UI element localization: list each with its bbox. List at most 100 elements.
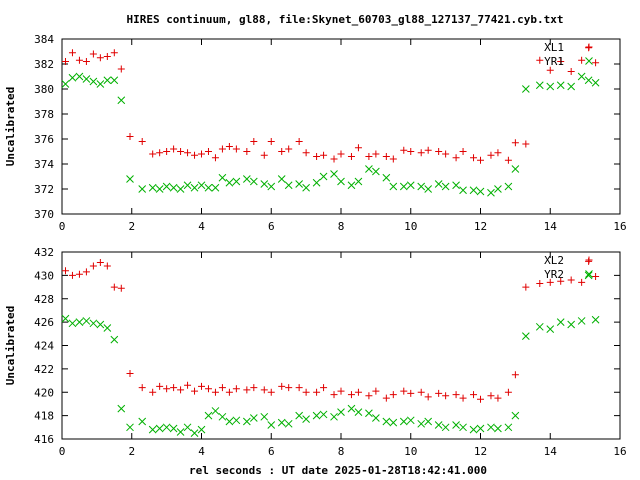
data-point-YR2	[399, 417, 408, 426]
data-point-YR1	[372, 167, 380, 176]
data-point-YR1	[556, 81, 565, 90]
data-point-YR2	[225, 417, 234, 426]
data-point-XL1	[382, 153, 390, 160]
panel-2: 0 2 4 6 8 10 12 14 16 416 418 420 422 424 426 428 430 432…	[4, 246, 627, 458]
data-point-XL2	[302, 388, 310, 396]
data-point-YR1	[183, 181, 192, 190]
data-point-YR1	[546, 82, 555, 91]
data-point-XL1	[218, 145, 226, 153]
data-point-XL2	[184, 381, 192, 389]
x-tick-label: 0	[59, 445, 66, 458]
data-point-XL2	[442, 392, 450, 400]
data-point-YR1	[441, 182, 450, 191]
data-point-YR1	[302, 183, 310, 192]
data-point-YR2	[117, 404, 126, 413]
legend-label-XL1: XL1	[544, 41, 564, 54]
data-point-XL2	[75, 270, 83, 278]
data-point-YR2	[68, 319, 77, 328]
data-point-YR1	[89, 77, 98, 86]
data-point-YR2	[190, 429, 199, 438]
data-point-YR2	[176, 428, 185, 436]
data-point-XL2	[250, 384, 258, 392]
data-point-YR2	[556, 318, 565, 326]
data-point-XL2	[232, 385, 240, 393]
data-point-YR2	[302, 415, 310, 423]
data-point-YR1	[103, 76, 112, 85]
data-point-YR2	[577, 317, 586, 325]
data-point-YR1	[365, 165, 373, 173]
data-point-XL1	[191, 151, 199, 159]
y-tick-label: 384	[34, 33, 54, 46]
data-point-YR2	[267, 421, 276, 429]
x-tick-label: 0	[59, 220, 66, 233]
data-point-YR1	[354, 177, 363, 186]
series-XL2	[61, 257, 600, 403]
data-point-XL2	[494, 394, 502, 402]
data-point-XL1	[82, 58, 90, 65]
data-point-XL1	[557, 58, 565, 65]
data-point-YR2	[365, 409, 373, 418]
data-point-YR2	[126, 423, 134, 432]
x-tick-label: 8	[338, 220, 345, 233]
data-point-XL1	[452, 154, 460, 162]
data-point-YR1	[242, 175, 251, 183]
data-point-XL2	[567, 276, 575, 284]
legend-marker-YR1	[585, 57, 593, 65]
data-point-XL2	[243, 386, 251, 394]
data-point-XL2	[218, 384, 226, 392]
data-point-XL2	[511, 371, 519, 379]
plot-frame	[61, 251, 621, 440]
chart-title: HIRES continuum, gl88, file:Skynet_60703…	[126, 13, 563, 26]
data-point-YR1	[347, 181, 356, 190]
data-point-XL2	[260, 386, 268, 394]
data-point-YR2	[284, 419, 293, 428]
data-point-XL2	[204, 385, 212, 393]
y-tick-label: 420	[34, 386, 54, 399]
data-point-XL1	[407, 148, 415, 155]
data-point-XL2	[382, 394, 390, 402]
data-point-XL2	[435, 389, 443, 397]
data-point-YR1	[389, 182, 398, 191]
data-point-YR2	[567, 320, 576, 329]
x-axis-label: rel seconds : UT date 2025-01-28T18:42:4…	[189, 464, 487, 477]
data-point-YR2	[337, 408, 345, 416]
y-tick-label: 426	[34, 316, 54, 329]
data-point-YR2	[487, 423, 495, 432]
data-point-XL2	[278, 382, 286, 390]
data-point-YR2	[521, 332, 530, 341]
data-point-YR1	[218, 173, 227, 182]
data-point-YR1	[577, 72, 586, 81]
data-point-XL2	[407, 389, 415, 397]
data-point-YR1	[284, 181, 293, 190]
data-point-YR1	[190, 183, 199, 192]
data-point-YR1	[312, 178, 321, 187]
data-point-YR1	[211, 183, 220, 192]
data-point-XL2	[96, 259, 104, 267]
data-point-YR1	[61, 80, 70, 88]
data-point-XL1	[295, 138, 303, 145]
data-point-XL1	[267, 138, 275, 145]
data-point-XL2	[68, 271, 76, 279]
y-tick-label: 432	[34, 246, 54, 259]
y-tick-label: 378	[34, 108, 54, 121]
panel-1: 0 2 4 6 8 10 12 14 16 370 372 374 376 378 380 382 384 Unc…	[4, 33, 627, 233]
data-point-YR2	[162, 423, 171, 432]
data-point-XL2	[417, 388, 425, 396]
data-point-YR2	[330, 412, 338, 421]
data-point-YR2	[218, 412, 227, 421]
data-point-YR1	[110, 76, 119, 85]
data-point-YR1	[535, 81, 544, 90]
x-tick-label: 2	[128, 220, 135, 233]
data-point-YR1	[68, 73, 77, 82]
data-point-YR2	[249, 414, 258, 422]
data-point-YR2	[312, 411, 321, 420]
data-point-XL1	[138, 138, 146, 145]
series-YR2	[61, 271, 600, 438]
data-point-XL2	[354, 388, 362, 396]
series-YR1	[61, 72, 600, 197]
x-tick-label: 10	[404, 445, 417, 458]
data-point-YR1	[117, 96, 126, 105]
data-point-YR1	[260, 180, 269, 188]
data-point-YR2	[469, 425, 478, 434]
